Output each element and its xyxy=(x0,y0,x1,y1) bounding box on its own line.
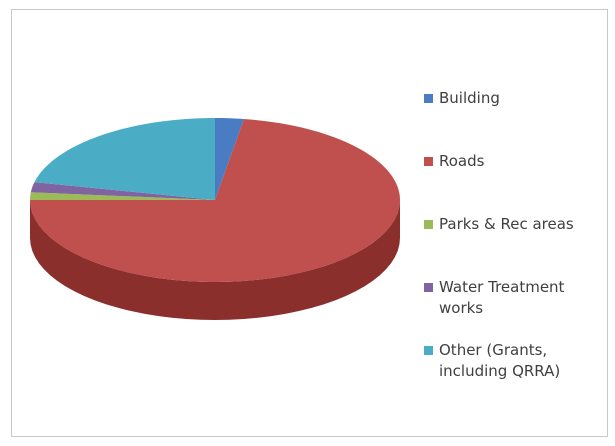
legend-swatch xyxy=(424,283,433,292)
legend-swatch xyxy=(424,157,433,166)
legend-item-other-grants-including-qrra: Other (Grants, including QRRA) xyxy=(424,340,560,382)
legend-item-parks-rec-areas: Parks & Rec areas xyxy=(424,214,574,235)
legend-label: Building xyxy=(439,88,500,109)
legend-item-water-treatment-works: Water Treatment works xyxy=(424,277,564,319)
pie-slice-building xyxy=(215,118,244,200)
legend-label-line: Parks & Rec areas xyxy=(439,215,574,233)
legend-label: Other (Grants, including QRRA) xyxy=(439,340,560,382)
pie-slice-water-treatment-works xyxy=(30,182,215,200)
pie-slice-roads xyxy=(30,119,400,282)
pie-side-walls xyxy=(30,200,400,320)
legend-label: Water Treatment works xyxy=(439,277,564,319)
legend-label-line: works xyxy=(439,299,484,317)
pie-side-roads xyxy=(30,200,400,320)
legend-swatch xyxy=(424,220,433,229)
legend-label-line: Water Treatment xyxy=(439,278,565,296)
legend-label: Roads xyxy=(439,151,484,172)
legend-label-line: including QRRA) xyxy=(439,362,561,380)
legend-label-line: Building xyxy=(439,89,500,107)
pie-slice-parks-rec-areas xyxy=(30,192,215,200)
legend-item-building: Building xyxy=(424,88,500,109)
pie-slices xyxy=(30,118,400,282)
legend-swatch xyxy=(424,94,433,103)
legend-label: Parks & Rec areas xyxy=(439,214,574,235)
legend-item-roads: Roads xyxy=(424,151,484,172)
pie-slice-other-grants-including-qrra xyxy=(34,118,216,200)
legend-label-line: Other (Grants, xyxy=(439,341,548,359)
legend-label-line: Roads xyxy=(439,152,485,170)
legend-swatch xyxy=(424,346,433,355)
